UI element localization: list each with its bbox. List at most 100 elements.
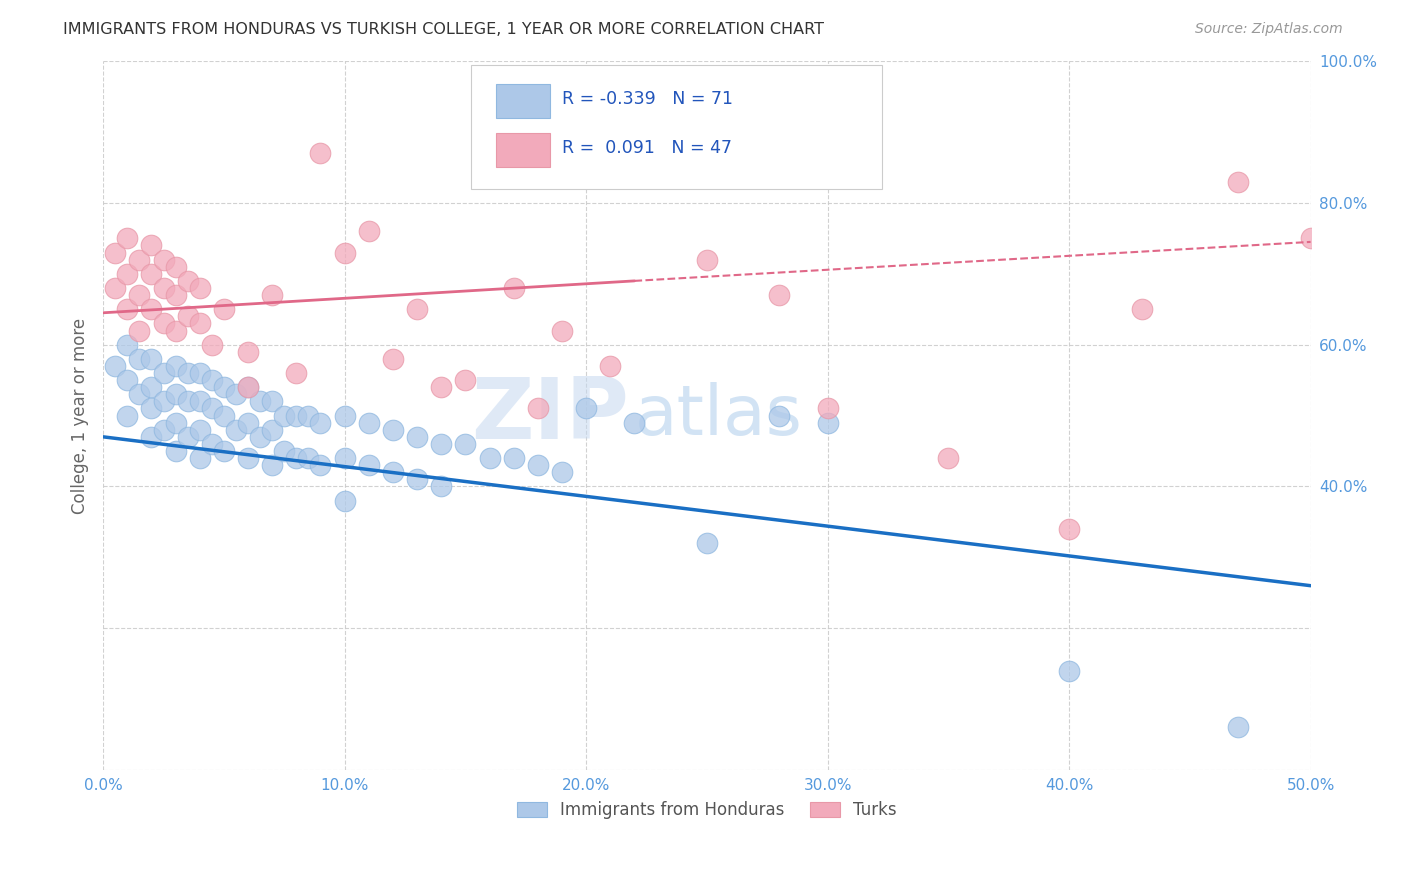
Text: IMMIGRANTS FROM HONDURAS VS TURKISH COLLEGE, 1 YEAR OR MORE CORRELATION CHART: IMMIGRANTS FROM HONDURAS VS TURKISH COLL… [63,22,824,37]
Point [502,281,524,295]
Point [141,430,163,444]
Point [357,416,380,430]
FancyBboxPatch shape [471,65,882,189]
Point [104,245,127,260]
Point [381,423,404,437]
Point [817,416,839,430]
Point [152,366,174,380]
Point [117,267,139,281]
Point [141,302,163,317]
Point [333,245,356,260]
Point [236,380,259,394]
Point [128,288,150,302]
Point [188,394,211,409]
Point [1227,721,1250,735]
Point [1227,175,1250,189]
Point [623,118,645,132]
Point [381,351,404,366]
Point [152,281,174,295]
Point [599,359,621,373]
Point [1057,664,1080,678]
Point [201,437,224,451]
Point [297,451,319,466]
Point [188,366,211,380]
Point [165,260,187,274]
Point [141,401,163,416]
FancyBboxPatch shape [495,84,550,118]
Point [212,444,235,458]
Point [768,409,790,423]
Point [285,409,308,423]
Point [262,288,284,302]
Point [333,409,356,423]
Point [236,416,259,430]
Point [141,380,163,394]
Point [262,394,284,409]
Point [152,317,174,331]
Point [406,472,429,486]
Point [165,288,187,302]
Point [176,274,198,288]
Point [141,351,163,366]
Point [262,423,284,437]
Point [212,302,235,317]
Point [188,281,211,295]
Point [817,401,839,416]
Point [1130,302,1153,317]
Point [297,409,319,423]
FancyBboxPatch shape [495,134,550,168]
Point [309,416,332,430]
Point [117,337,139,351]
Point [768,288,790,302]
Point [527,458,550,473]
Point [165,416,187,430]
Text: atlas: atlas [634,382,803,449]
Point [273,444,295,458]
Point [225,387,247,401]
Point [176,310,198,324]
Point [236,380,259,394]
Point [176,366,198,380]
Text: R =  0.091   N = 47: R = 0.091 N = 47 [562,139,733,157]
Text: R = -0.339   N = 71: R = -0.339 N = 71 [562,90,733,108]
Point [333,493,356,508]
Point [188,423,211,437]
Point [176,430,198,444]
Point [551,324,574,338]
Point [285,366,308,380]
Point [212,380,235,394]
Point [551,465,574,479]
Point [141,267,163,281]
Text: ZIP: ZIP [471,374,628,457]
Point [117,302,139,317]
Point [104,281,127,295]
Point [236,451,259,466]
Point [201,401,224,416]
Y-axis label: College, 1 year or more: College, 1 year or more [72,318,89,514]
Point [141,238,163,252]
Point [454,373,477,387]
Point [236,344,259,359]
Point [696,252,718,267]
Point [128,387,150,401]
Point [128,324,150,338]
Point [309,146,332,161]
Point [117,373,139,387]
Point [333,451,356,466]
Point [225,423,247,437]
Point [117,231,139,245]
Point [201,337,224,351]
Point [357,458,380,473]
Point [1299,231,1322,245]
Point [273,409,295,423]
Point [478,451,501,466]
Point [454,437,477,451]
Point [406,430,429,444]
Point [152,423,174,437]
Point [212,409,235,423]
Point [128,351,150,366]
Point [406,302,429,317]
Point [696,536,718,550]
Point [938,451,960,466]
Legend: Immigrants from Honduras, Turks: Immigrants from Honduras, Turks [510,794,904,825]
